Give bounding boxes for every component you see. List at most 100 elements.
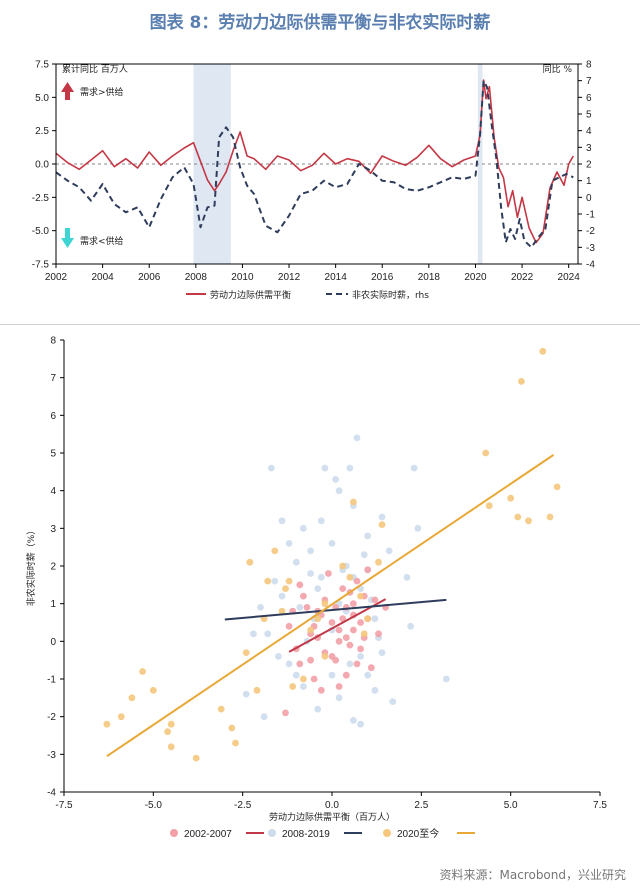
scatter-point-2 bbox=[117, 713, 125, 721]
scatter-point-2 bbox=[539, 347, 547, 355]
y-tick-label: 0 bbox=[50, 637, 56, 648]
annotation-demand-above: 需求>供给 bbox=[80, 86, 124, 98]
y-right-tick-label: -3 bbox=[586, 243, 595, 254]
scatter-point-0 bbox=[339, 585, 347, 592]
scatter-point-2 bbox=[364, 615, 372, 623]
scatter-point-1 bbox=[378, 513, 386, 521]
scatter-point-1 bbox=[407, 622, 414, 630]
scatter-point-1 bbox=[410, 464, 418, 472]
scatter-point-2 bbox=[482, 449, 490, 457]
scatter-point-2 bbox=[360, 630, 368, 638]
scatter-point-0 bbox=[346, 641, 354, 649]
legend-label-1: 2008-2019 bbox=[282, 829, 330, 840]
y-tick-label: 2 bbox=[50, 562, 56, 573]
series-line-1 bbox=[55, 79, 574, 249]
scatter-point-1 bbox=[296, 604, 304, 611]
x-tick-label: -5.0 bbox=[145, 800, 163, 811]
scatter-point-2 bbox=[375, 558, 382, 566]
y-tick-label: -3 bbox=[47, 750, 56, 761]
scatter-point-1 bbox=[307, 570, 314, 577]
scatter-point-0 bbox=[296, 660, 304, 668]
scatter-point-1 bbox=[300, 524, 307, 532]
scatter-point-1 bbox=[350, 717, 357, 724]
x-tick-label: 2016 bbox=[371, 272, 394, 283]
scatter-point-1 bbox=[342, 562, 350, 570]
scatter-point-0 bbox=[289, 607, 297, 615]
scatter-point-0 bbox=[342, 604, 350, 611]
scatter-point-1 bbox=[357, 653, 364, 660]
scatter-point-2 bbox=[228, 724, 236, 732]
scatter-point-1 bbox=[364, 671, 372, 679]
scatter-point-1 bbox=[271, 577, 279, 585]
x-tick-label: 2018 bbox=[418, 272, 441, 283]
legend-label-real-wage: 非农实际时薪，rhs bbox=[352, 289, 429, 301]
y-right-tick-label: 6 bbox=[586, 93, 592, 104]
scatter-point-1 bbox=[378, 649, 386, 656]
scatter-point-2 bbox=[192, 754, 200, 762]
scatter-point-2 bbox=[217, 705, 225, 713]
y-left-tick-label: 7.5 bbox=[35, 60, 49, 71]
scatter-point-2 bbox=[350, 498, 357, 506]
scatter-point-0 bbox=[335, 637, 343, 645]
scatter-point-2 bbox=[321, 600, 329, 608]
scatter-point-0 bbox=[364, 615, 372, 623]
scatter-point-1 bbox=[389, 698, 397, 705]
y-tick-label: 6 bbox=[50, 411, 56, 422]
scatter-point-1 bbox=[307, 547, 314, 555]
x-tick-label: -2.5 bbox=[234, 800, 252, 811]
x-tick-label: -7.5 bbox=[55, 800, 73, 811]
scatter-point-2 bbox=[546, 513, 554, 521]
scatter-point-1 bbox=[328, 671, 336, 679]
left-axis-title: 累计同比 百万人 bbox=[62, 63, 128, 75]
scatter-point-0 bbox=[350, 626, 357, 634]
scatter-point-1 bbox=[335, 694, 343, 702]
scatter-point-1 bbox=[317, 573, 325, 581]
scatter-point-0 bbox=[371, 596, 379, 604]
scatter-point-0 bbox=[342, 634, 350, 641]
x-tick-label: 2006 bbox=[138, 272, 161, 283]
scatter-point-0 bbox=[335, 626, 343, 634]
scatter-point-2 bbox=[246, 558, 254, 566]
scatter-point-2 bbox=[167, 743, 175, 751]
x-tick-label: 7.5 bbox=[593, 800, 607, 811]
scatter-point-0 bbox=[314, 607, 322, 615]
x-tick-label: 2022 bbox=[511, 272, 534, 283]
y-left-tick-label: -7.5 bbox=[32, 260, 50, 271]
scatter-point-1 bbox=[353, 434, 361, 442]
scatter-point-2 bbox=[285, 577, 293, 585]
fit-line-2 bbox=[106, 454, 555, 758]
scatter-point-0 bbox=[342, 671, 350, 679]
legend-marker-0 bbox=[170, 829, 178, 837]
scatter-point-0 bbox=[332, 656, 339, 664]
scatter-point-2 bbox=[321, 653, 329, 660]
scatter-point-0 bbox=[282, 709, 289, 717]
scatter-point-1 bbox=[285, 660, 293, 668]
scatter-point-2 bbox=[514, 513, 522, 521]
y-right-tick-label: 8 bbox=[586, 60, 592, 71]
scatter-point-0 bbox=[328, 619, 336, 626]
scatter-point-1 bbox=[364, 532, 372, 540]
scatter-point-0 bbox=[285, 622, 293, 630]
y-tick-label: 7 bbox=[50, 373, 56, 384]
scatter-point-1 bbox=[275, 653, 282, 660]
scatter-point-2 bbox=[271, 547, 279, 555]
scatter-point-1 bbox=[328, 626, 336, 634]
scatter-point-0 bbox=[375, 630, 382, 638]
x-tick-label: 2.5 bbox=[414, 800, 428, 811]
scatter-point-1 bbox=[375, 634, 382, 641]
scatter-point-0 bbox=[314, 634, 322, 641]
scatter-point-2 bbox=[553, 483, 561, 491]
y-right-tick-label: -4 bbox=[586, 260, 595, 271]
scatter-point-0 bbox=[346, 589, 354, 596]
scatter-point-1 bbox=[367, 596, 375, 604]
scatter-point-1 bbox=[292, 671, 300, 679]
y-left-tick-label: -5.0 bbox=[32, 226, 50, 237]
scatter-point-2 bbox=[128, 694, 136, 702]
scatter-point-1 bbox=[321, 464, 329, 472]
scatter-point-0 bbox=[321, 649, 329, 656]
scatter-point-2 bbox=[149, 686, 157, 694]
x-tick-label: 2020 bbox=[464, 272, 487, 283]
scatter-point-1 bbox=[242, 690, 250, 698]
y-tick-label: 3 bbox=[50, 524, 56, 535]
legend-label-labor-balance: 劳动力边际供需平衡 bbox=[210, 289, 291, 301]
